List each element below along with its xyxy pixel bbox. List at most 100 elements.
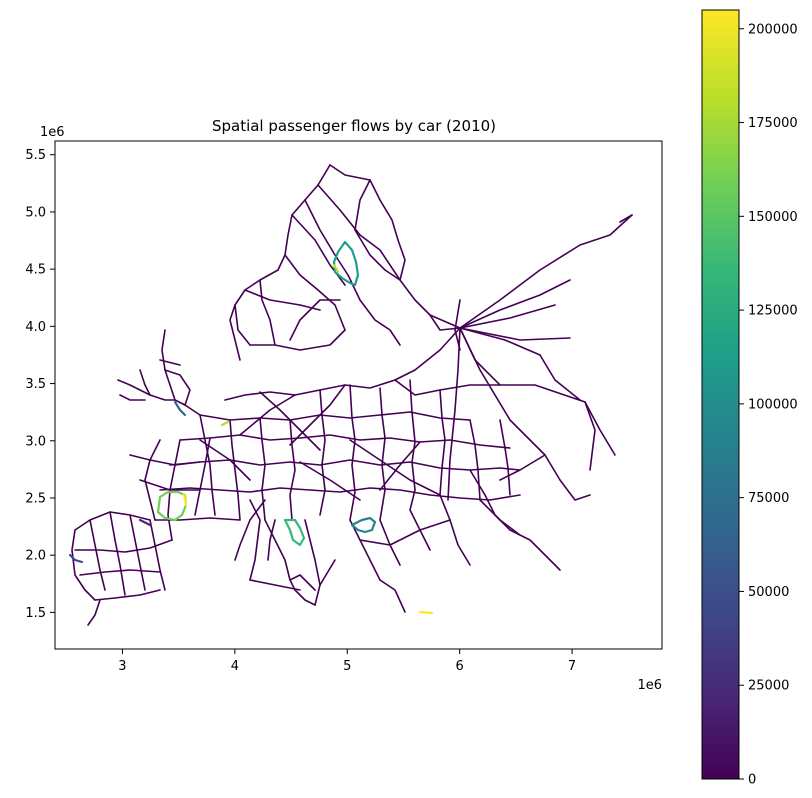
road-segment [429,314,461,331]
road-segment [149,519,166,591]
road-segment [74,539,173,553]
high-flow-segments [68,240,434,615]
road-segment [499,419,511,496]
road-segment [249,329,346,351]
road-segment [584,401,616,456]
road-segment [454,299,461,351]
road-segment [439,389,446,496]
road-segment [249,499,261,581]
road-segment [159,359,181,366]
road-segment [459,279,571,329]
road-segment [379,387,386,521]
flow-segment [350,516,377,534]
road-segment [159,487,521,501]
y-tick-label: 3.0 [25,434,46,449]
y-tick-label: 2.0 [25,549,46,564]
map-title: Spatial passenger flows by car (2010) [212,117,496,135]
road-segment [379,441,421,491]
x-tick-label: 7 [568,659,576,674]
road-segment [244,289,321,311]
road-segment [304,519,321,586]
road-segment [259,279,276,346]
road-segment [87,599,101,626]
road-segment [259,417,266,521]
road-network [71,164,633,626]
road-segment [139,479,201,491]
road-segment [199,414,216,516]
road-segment [224,379,396,401]
road-segment [359,519,451,546]
y-tick-label: 4.5 [25,263,46,278]
x-axis: 3 4 5 6 7 [118,649,576,674]
road-segment [284,254,346,331]
colorbar-tick-label: 25000 [748,679,789,694]
road-segment [459,327,541,356]
y-tick-label: 1.5 [25,606,46,621]
road-segment [79,569,161,576]
flow-segment [332,263,340,274]
colorbar-tick-label: 200000 [748,22,798,37]
road-segment [289,384,346,446]
y-tick-label: 5.0 [25,205,46,220]
x-axis-offset-label: 1e6 [637,678,662,693]
road-segment [179,434,511,449]
road-segment [329,164,406,281]
colorbar: 0 25000 50000 75000 100000 125000 150000 175000… [701,9,798,788]
road-segment [459,214,633,329]
road-segment [144,439,161,521]
road-segment [447,327,461,501]
y-tick-label: 3.5 [25,377,46,392]
flow-segment [332,240,360,287]
road-segment [584,401,596,471]
road-segment [349,519,381,581]
x-tick-label: 5 [343,659,351,674]
colorbar-tick-label: 75000 [748,491,789,506]
y-tick-label: 5.5 [25,148,46,163]
road-segment [154,517,241,521]
road-segment [319,389,326,516]
road-segment [289,574,316,591]
colorbar-tick-label: 125000 [748,304,798,319]
road-segment [194,437,211,516]
y-tick-label: 4.0 [25,320,46,335]
road-segment [394,327,461,381]
road-segment [259,391,321,451]
y-tick-label: 2.5 [25,491,46,506]
road-segment [234,499,266,561]
road-segment [94,589,161,601]
road-segment [129,454,201,466]
road-segment [539,354,581,401]
road-segment [459,304,556,329]
road-segment [399,279,461,329]
x-tick-label: 3 [118,659,126,674]
road-segment [289,299,341,341]
flow-segment [220,420,230,427]
flow-segment [418,610,434,615]
road-segment [239,394,296,436]
road-segment [409,379,416,511]
colorbar-axis: 0 25000 50000 75000 100000 125000 150000 175000… [739,22,798,788]
road-segment [359,299,401,346]
road-segment [71,529,96,601]
road-segment [619,214,633,223]
x-tick-label: 4 [231,659,239,674]
road-segment [164,369,191,406]
y-axis-offset-label: 1e6 [40,125,65,140]
road-segment [317,184,401,281]
road-segment [394,379,501,396]
road-segment [229,304,241,361]
road-segment [89,519,106,591]
road-segment [267,519,276,561]
road-segment [439,494,471,566]
y-axis: 1.5 2.0 2.5 3.0 3.5 4.0 4.5 5.0 5.5 [25,148,55,621]
colorbar-tick-label: 50000 [748,585,789,600]
colorbar-tick-label: 150000 [748,210,798,225]
road-segment [479,499,521,536]
road-segment [129,514,146,591]
flow-segment [68,553,84,564]
map-plot-area [54,140,663,650]
road-segment [109,511,126,596]
colorbar-tick-label: 0 [748,773,756,788]
road-segment [117,379,151,396]
